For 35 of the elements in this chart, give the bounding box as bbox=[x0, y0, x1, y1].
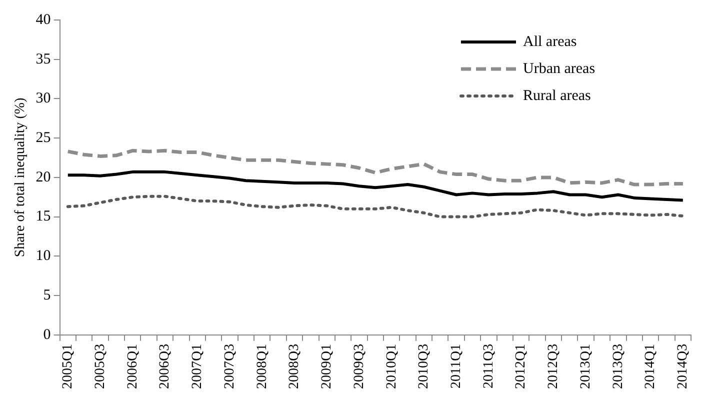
y-tick-label: 20 bbox=[36, 169, 51, 186]
x-tick-label: 2014Q3 bbox=[676, 344, 691, 390]
y-axis-title: Share of total inequality (%) bbox=[13, 97, 28, 258]
x-tick-label: 2009Q1 bbox=[320, 344, 335, 390]
line-series bbox=[66, 148, 685, 186]
x-tick-label: 2007Q1 bbox=[190, 344, 206, 390]
y-tick-label: 15 bbox=[36, 208, 51, 225]
y-tick-label: 0 bbox=[43, 326, 51, 343]
x-tick-label: 2005Q1 bbox=[60, 344, 76, 390]
x-tick-label: 2008Q1 bbox=[254, 344, 270, 390]
x-tick-label: 2006Q3 bbox=[158, 344, 173, 390]
y-tick-label: 35 bbox=[36, 51, 51, 68]
x-tick-label: 2007Q3 bbox=[222, 344, 238, 390]
x-tick-label: 2005Q3 bbox=[92, 344, 108, 390]
x-tick-label: 2010Q3 bbox=[416, 344, 432, 390]
y-tick-label: 5 bbox=[43, 287, 51, 304]
x-tick-label: 2014Q1 bbox=[643, 344, 658, 390]
x-tick-label: 2008Q3 bbox=[287, 344, 302, 390]
y-tick-label: 25 bbox=[36, 130, 51, 146]
legend-label: All areas bbox=[523, 34, 577, 50]
x-tick-label: 2012Q3 bbox=[546, 344, 562, 390]
x-tick-label: 2009Q3 bbox=[352, 344, 367, 390]
y-tick-label: 30 bbox=[36, 90, 51, 107]
legend-label: Rural areas bbox=[523, 88, 592, 104]
x-tick-label: 2012Q1 bbox=[514, 344, 529, 390]
y-tick-label: 40 bbox=[36, 12, 51, 28]
x-tick-label: 2006Q1 bbox=[125, 344, 140, 390]
legend-label: Urban areas bbox=[523, 60, 596, 77]
line-series bbox=[66, 194, 684, 218]
x-tick-label: 2011Q1 bbox=[448, 344, 464, 388]
x-tick-label: 2013Q1 bbox=[578, 344, 594, 390]
y-tick-label: 10 bbox=[36, 248, 51, 264]
x-tick-label: 2013Q3 bbox=[610, 344, 626, 390]
x-tick-label: 2010Q1 bbox=[384, 344, 400, 390]
x-tick-label: 2011Q3 bbox=[481, 344, 496, 388]
